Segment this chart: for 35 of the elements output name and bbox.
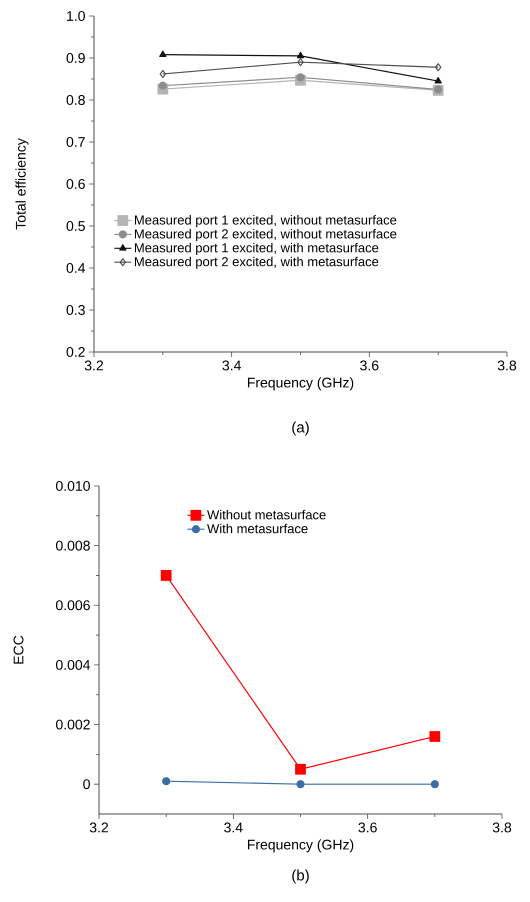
- legend-label: Measured port 2 excited, without metasurface: [134, 228, 396, 242]
- y-tick-label: 0.8: [66, 95, 85, 105]
- y-tick-label: 0: [83, 779, 90, 790]
- y-tick-label: 0.002: [56, 720, 90, 730]
- x-tick-label: 3.2: [90, 822, 108, 832]
- y-axis-title: Total efficiency: [15, 138, 28, 230]
- y-tick-label: 0.9: [66, 53, 85, 63]
- y-tick-label: 0.5: [66, 221, 85, 231]
- y-axis-title: ECC: [14, 636, 24, 664]
- legend-label: Measured port 1 excited, without metasurface: [134, 215, 396, 228]
- y-tick-label: 0.010: [56, 481, 90, 491]
- x-tick-label: 3.6: [360, 360, 378, 370]
- text: (a): [292, 422, 309, 436]
- legend-label: Measured port 1 excited, with metasurface: [134, 242, 378, 255]
- y-tick-label: 0.7: [66, 137, 85, 147]
- x-tick-label: 3.8: [492, 822, 512, 832]
- x-tick-label: 3.2: [84, 360, 104, 370]
- y-tick-label: 0.3: [66, 305, 85, 315]
- x-tick-label: 3.4: [222, 360, 241, 370]
- y-tick-label: 0.6: [66, 179, 85, 189]
- y-tick-label: 0.008: [56, 540, 90, 551]
- legend-label: With metasurface: [207, 524, 308, 534]
- y-tick-label: 0.4: [66, 263, 86, 273]
- y-tick-label: 0.004: [56, 660, 90, 670]
- legend-label: Without metasurface: [207, 510, 326, 520]
- text: (b): [292, 870, 309, 884]
- x-axis-title: Frequency (GHz): [248, 839, 354, 852]
- x-tick-label: 3.6: [358, 822, 377, 832]
- y-tick-label: 1.0: [67, 11, 85, 21]
- legend-label: Measured port 2 excited, with metasurface: [134, 256, 378, 269]
- y-tick-label: 0.2: [66, 347, 85, 357]
- x-tick-label: 3.8: [498, 360, 516, 370]
- y-tick-label: 0.006: [56, 600, 90, 610]
- x-tick-label: 3.4: [224, 822, 243, 832]
- x-axis-title: Frequency (GHz): [248, 377, 354, 390]
